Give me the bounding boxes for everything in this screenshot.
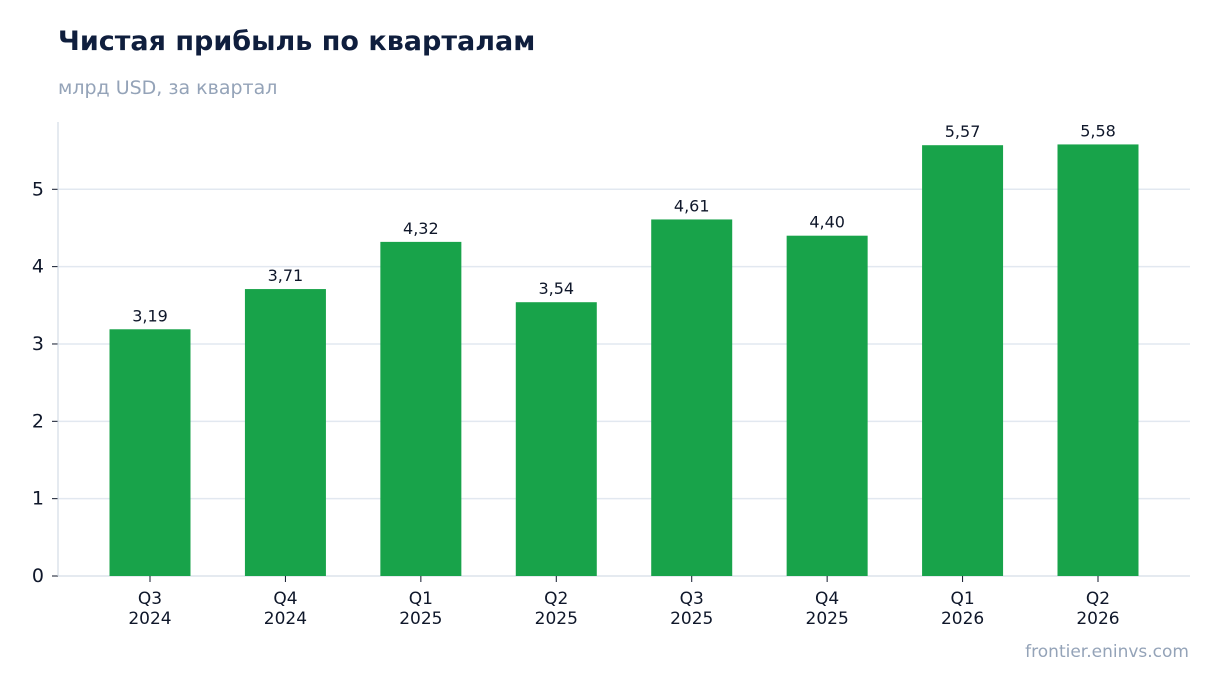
bar-value-label: 3,54 [538, 279, 574, 298]
chart-subtitle: млрд USD, за квартал [58, 77, 278, 99]
bar [1057, 144, 1139, 576]
source-credit: frontier.eninvs.com [1025, 642, 1189, 662]
x-tick-label: 2024 [128, 609, 171, 629]
bar [651, 219, 733, 576]
x-tick-label: 2026 [1076, 609, 1119, 629]
x-tick-label: Q1 [950, 589, 974, 609]
x-tick-label: Q4 [273, 589, 297, 609]
x-tick-label: Q4 [815, 589, 839, 609]
bar-value-label: 4,40 [809, 213, 845, 232]
bar-value-label: 5,58 [1080, 121, 1116, 140]
bar-value-label: 3,19 [132, 306, 168, 325]
y-tick-label: 5 [32, 178, 44, 200]
x-tick-label: 2024 [264, 609, 307, 629]
x-tick-label: 2025 [535, 609, 578, 629]
bar-value-label: 4,61 [674, 196, 710, 215]
bar-value-label: 4,32 [403, 219, 439, 238]
x-tick-label: 2025 [806, 609, 849, 629]
bar [244, 289, 326, 576]
y-tick-label: 0 [32, 565, 44, 587]
bar [109, 329, 191, 576]
x-tick-label: Q2 [544, 589, 568, 609]
y-tick-label: 3 [32, 333, 44, 355]
x-tick-label: 2025 [670, 609, 713, 629]
x-tick-label: 2026 [941, 609, 984, 629]
y-tick-label: 2 [32, 410, 44, 432]
x-tick-label: 2025 [399, 609, 442, 629]
bar-value-label: 3,71 [268, 266, 304, 285]
y-tick-label: 4 [32, 256, 44, 278]
x-tick-label: Q2 [1086, 589, 1110, 609]
x-tick-label: Q3 [680, 589, 704, 609]
bar-value-label: 5,57 [945, 122, 981, 141]
bar [515, 302, 597, 576]
chart-title: Чистая прибыль по кварталам [58, 26, 536, 57]
bar [786, 235, 868, 576]
bar [922, 145, 1004, 576]
x-tick-label: Q3 [138, 589, 162, 609]
x-tick-label: Q1 [409, 589, 433, 609]
y-tick-label: 1 [32, 488, 44, 510]
bar [380, 241, 462, 577]
